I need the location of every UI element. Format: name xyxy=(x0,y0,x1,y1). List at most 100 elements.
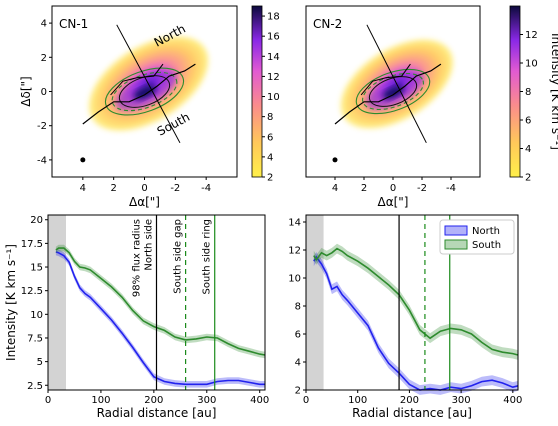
surface-curve xyxy=(360,63,411,96)
cn2-map-panel: CN-2 4 2 0 -2 -4 Δα["] 12 10 8 6 4 2 Intensity [K km … xyxy=(305,5,558,209)
x-axis-label: Radial distance [au] xyxy=(352,406,472,420)
y-tick-label: 20 xyxy=(30,215,43,226)
y-tick-label: 4 xyxy=(41,19,47,30)
x-tick-label: 200 xyxy=(144,395,163,406)
x-tick-label: -4 xyxy=(201,183,211,194)
contour-inner xyxy=(118,75,171,108)
colorbar-tick-label: 12 xyxy=(525,30,538,41)
colorbar-tick-label: 10 xyxy=(525,59,538,70)
plot-frame xyxy=(305,214,519,391)
x-axis-label: Δα["] xyxy=(377,195,408,209)
colorbar-tick-label: 4 xyxy=(525,144,531,155)
y-tick-label: 2.5 xyxy=(27,381,43,392)
x-tick-label: 100 xyxy=(348,395,367,406)
y-tick-label: 12.5 xyxy=(21,286,43,297)
cn2-radial-profile-panel: 0 100 200 300 400 2 4 6 8 10 12 14 Radial distance [… xyxy=(288,214,522,420)
y-tick-label: 17.5 xyxy=(21,239,43,250)
series-band-south xyxy=(55,244,266,359)
colorbar-label: Intensity [K km s⁻¹] xyxy=(549,33,558,150)
x-tick-label: 400 xyxy=(250,395,269,406)
inner-region-shade xyxy=(306,215,324,390)
x-tick-label: 0 xyxy=(45,395,51,406)
colorbar-tick-label: 6 xyxy=(525,116,531,127)
colorbar-tick-label: 2 xyxy=(525,173,531,184)
x-tick-label: 200 xyxy=(400,395,419,406)
x-tick-label: 2 xyxy=(110,183,116,194)
y-tick-label: 4 xyxy=(295,358,301,369)
x-axis-label: Δα["] xyxy=(129,195,160,209)
x-tick-label: -4 xyxy=(446,183,456,194)
y-tick-label: -2 xyxy=(37,121,47,132)
colorbar-tick-label: 2 xyxy=(267,173,273,184)
x-tick-label: 0 xyxy=(303,395,309,406)
y-tick-label: 15 xyxy=(30,263,43,274)
y-axis-label: Intensity [K km s⁻¹] xyxy=(4,244,18,361)
colorbar-tick-label: 12 xyxy=(267,72,280,83)
y-tick-label: -4 xyxy=(37,155,47,166)
horizon-curve xyxy=(334,63,442,125)
x-tick-label: 4 xyxy=(80,183,86,194)
series-band-north xyxy=(313,252,518,395)
y-tick-label: 0 xyxy=(41,87,47,98)
panel-label: CN-2 xyxy=(313,17,342,31)
beam-marker xyxy=(332,157,338,163)
series-line-south xyxy=(55,247,266,356)
y-tick-label: 10 xyxy=(288,274,301,285)
x-tick-label: -2 xyxy=(417,183,427,194)
ring-contour xyxy=(355,68,431,115)
vline-label: South side ring xyxy=(202,219,213,294)
contour-inner xyxy=(368,76,418,107)
x-tick-label: 0 xyxy=(390,183,396,194)
x-tick-label: 400 xyxy=(503,395,522,406)
inner-region-shade xyxy=(48,215,66,390)
surface-curve xyxy=(110,63,164,96)
colorbar-tick-label: 4 xyxy=(267,152,273,163)
axis-line xyxy=(366,24,427,144)
panel-label: CN-1 xyxy=(59,17,88,31)
beam-marker xyxy=(80,157,86,163)
cn1-radial-profile-panel: 98% flux radius North side South side gap S… xyxy=(4,214,269,420)
x-tick-label: 2 xyxy=(361,183,367,194)
series-line-north xyxy=(55,251,265,386)
x-tick-label: 300 xyxy=(197,395,216,406)
legend-label: South xyxy=(472,240,501,251)
colorbar-tick-label: 16 xyxy=(267,32,280,43)
legend-swatch xyxy=(444,225,468,236)
vline-label: 98% flux radius xyxy=(132,219,143,297)
y-tick-label: 14 xyxy=(288,218,301,229)
x-tick-label: 0 xyxy=(141,183,147,194)
y-tick-label: 6 xyxy=(295,330,301,341)
colorbar xyxy=(509,5,521,178)
y-axis-label: Δδ["] xyxy=(19,76,33,106)
y-tick-label: 2 xyxy=(295,386,301,397)
x-tick-label: 100 xyxy=(91,395,110,406)
legend-swatch xyxy=(444,239,468,250)
x-tick-label: 300 xyxy=(452,395,471,406)
series-band-south xyxy=(313,243,518,360)
y-tick-label: 2 xyxy=(41,53,47,64)
colorbar-tick-label: 6 xyxy=(267,132,273,143)
colorbar xyxy=(251,5,263,178)
y-tick-label: 12 xyxy=(288,246,301,257)
emission-map xyxy=(82,24,209,144)
y-tick-label: 7.5 xyxy=(27,333,43,344)
emission-map xyxy=(334,24,453,144)
colorbar-tick-label: 14 xyxy=(267,52,280,63)
ring-contour xyxy=(104,67,185,116)
horizon-curve xyxy=(82,63,196,125)
x-tick-label: 4 xyxy=(332,183,338,194)
colorbar-tick-label: 10 xyxy=(267,92,280,103)
y-tick-label: 5 xyxy=(37,357,43,368)
legend-label: North xyxy=(472,226,500,237)
axis-line xyxy=(116,24,181,144)
plot-frame xyxy=(47,214,266,391)
x-tick-label: -2 xyxy=(170,183,180,194)
vline-label: North side xyxy=(144,219,155,271)
colorbar-tick-label: 18 xyxy=(267,12,280,23)
y-tick-label: 8 xyxy=(295,302,301,313)
legend-box xyxy=(439,219,515,255)
y-tick-label: 10 xyxy=(30,310,43,321)
colorbar-tick-label: 8 xyxy=(267,112,273,123)
